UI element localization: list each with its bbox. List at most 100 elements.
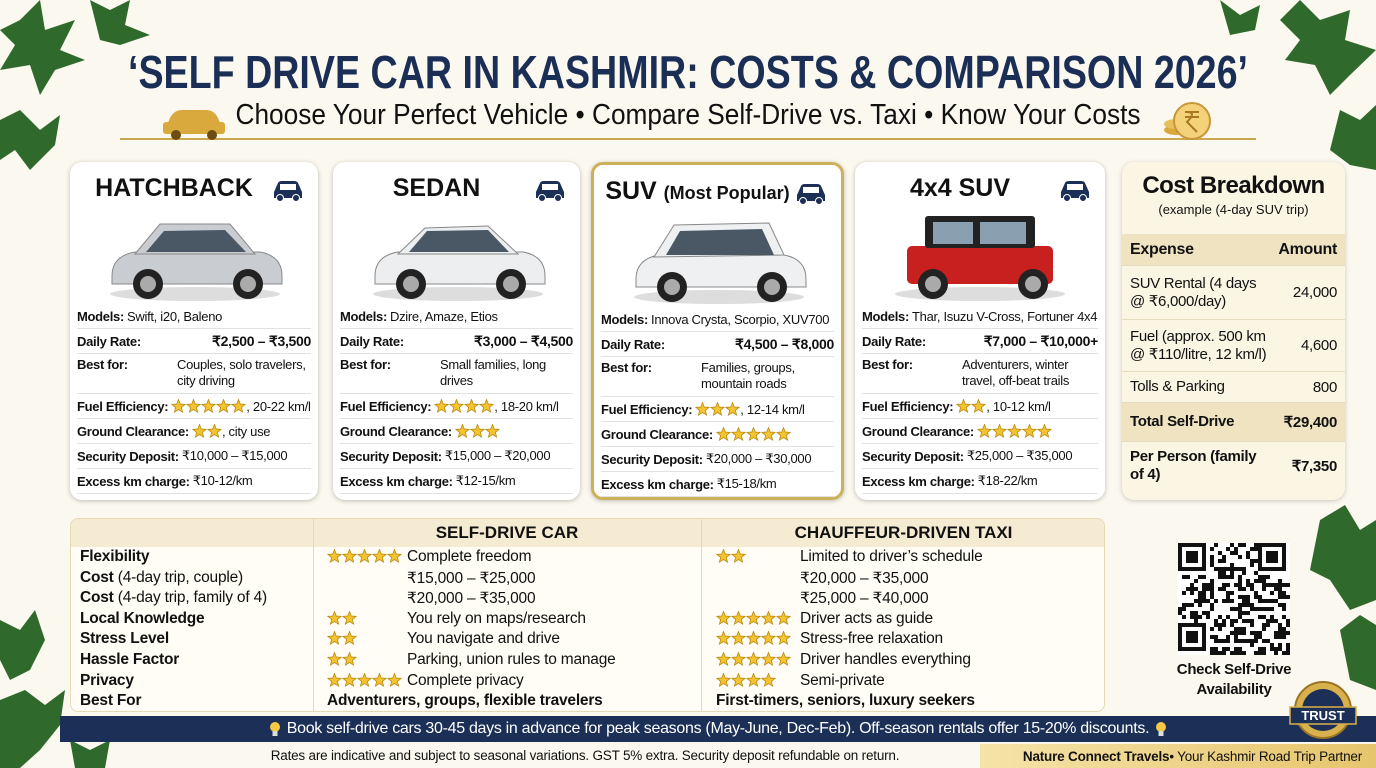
qr-module (1190, 591, 1194, 595)
taxi-value: Driver acts as guide (800, 609, 933, 627)
qr-module (1262, 607, 1266, 611)
star-rating (716, 610, 791, 626)
star-rating (716, 631, 791, 646)
star (991, 423, 1007, 438)
qr-module (1270, 599, 1274, 603)
qr-module (1222, 623, 1226, 627)
qr-module (1238, 627, 1242, 631)
amount: 24,000 (1292, 284, 1337, 301)
qr-module (1278, 643, 1282, 647)
qr-module (1278, 623, 1282, 627)
star-shape (746, 672, 761, 687)
qr-module (1282, 651, 1286, 655)
qr-module (1214, 639, 1218, 643)
star-shape (206, 423, 222, 438)
car-badge-icon (536, 181, 564, 202)
spec-value: , 20-22 km/l (246, 398, 311, 414)
bulb-icon (1156, 722, 1167, 736)
qr-module (1210, 607, 1214, 611)
qr-module (1214, 623, 1218, 627)
comparison-row: Privacy Complete privacy Semi-private (71, 671, 1104, 692)
spec-label: Ground Clearance: (862, 423, 974, 439)
coin-icon (1164, 102, 1211, 140)
row-label: Privacy (80, 672, 134, 690)
vehicle-card: SEDAN Models: Dzire, Amaze, Etios Daily Ra… (333, 162, 580, 500)
qr-module (1222, 651, 1226, 655)
qr-module (1230, 591, 1234, 595)
star-shape (327, 652, 342, 667)
amount: 800 (1312, 378, 1337, 396)
qr-finder-core (1186, 551, 1198, 563)
qr-module (1222, 575, 1226, 579)
qr-module (1230, 623, 1234, 627)
window (409, 230, 509, 252)
star (484, 423, 500, 438)
qr-module (1214, 651, 1218, 655)
qr-module (1214, 567, 1218, 571)
qr-module (1214, 635, 1218, 639)
qr-module (1202, 591, 1206, 595)
spec-list: Models: Dzire, Amaze, Etios Daily Rate: ₹3,… (340, 304, 573, 494)
qr-module (1198, 595, 1202, 599)
qr-module (1206, 611, 1210, 615)
spec-row: Daily Rate: ₹4,500 – ₹8,000 (601, 332, 834, 357)
star (776, 631, 791, 646)
qr-module (1270, 647, 1274, 651)
qr-module (1238, 651, 1242, 655)
star (746, 672, 761, 687)
star-shape (716, 652, 731, 667)
car-badge-icon (274, 181, 302, 202)
star-shape (716, 610, 731, 625)
star (731, 672, 746, 687)
row-label: Hassle Factor (80, 651, 179, 669)
qr-module (1274, 631, 1278, 635)
star (716, 549, 731, 564)
star (342, 672, 357, 687)
qr-module (1270, 607, 1274, 611)
qr-module (1194, 587, 1198, 591)
qr-module (1274, 635, 1278, 639)
star (454, 423, 470, 438)
cost-row: SUV Rental (4 days @ ₹6,000/day) 24,000 (1122, 266, 1345, 320)
star-shape (387, 672, 402, 687)
star (746, 631, 761, 646)
star (730, 426, 746, 441)
qr-module (1242, 599, 1246, 603)
col-divider (701, 519, 702, 711)
label-text: Local Knowledge (80, 609, 205, 627)
spec-value: , city use (221, 423, 271, 439)
star (186, 398, 202, 413)
qr-module (1246, 599, 1250, 603)
spec-label: Security Deposit: (340, 448, 442, 464)
qr-module (1198, 599, 1202, 603)
taxi-value: Limited to driver’s schedule (800, 548, 983, 565)
star-shape (730, 426, 746, 441)
qr-module (1238, 579, 1242, 583)
qr-module (1250, 603, 1254, 607)
star-shape (191, 423, 207, 438)
star (327, 549, 342, 564)
star-shape (746, 610, 761, 625)
qr-module (1274, 599, 1278, 603)
expense: Total Self-Drive (1130, 413, 1235, 430)
spec-value: ₹18-22/km (977, 473, 1038, 488)
spec-value: Swift, i20, Baleno (127, 308, 223, 324)
spec-value: Adventurers, winter travel, off-beat tra… (962, 357, 1070, 388)
star (1021, 423, 1037, 438)
icon-wheel (276, 194, 284, 202)
qr-module (1282, 591, 1286, 595)
qr-module (1210, 559, 1214, 563)
qr-module (1242, 587, 1246, 591)
spec-list: Models: Innova Crysta, Scorpio, XUV700 Dai… (601, 307, 834, 497)
qr-module (1278, 583, 1282, 587)
taxi-value: Stress-free relaxation (800, 630, 943, 648)
qr-module (1238, 575, 1242, 579)
spec-label: Models: (862, 308, 910, 324)
qr-module (1282, 595, 1286, 599)
qr-module (1262, 647, 1266, 651)
cost-row: Total Self-Drive ₹29,400 (1122, 403, 1345, 442)
spec-value: ₹20,000 – ₹30,000 (705, 451, 812, 466)
star (731, 610, 746, 625)
spec-label: Best for: (601, 360, 652, 375)
star-shape (372, 672, 387, 687)
